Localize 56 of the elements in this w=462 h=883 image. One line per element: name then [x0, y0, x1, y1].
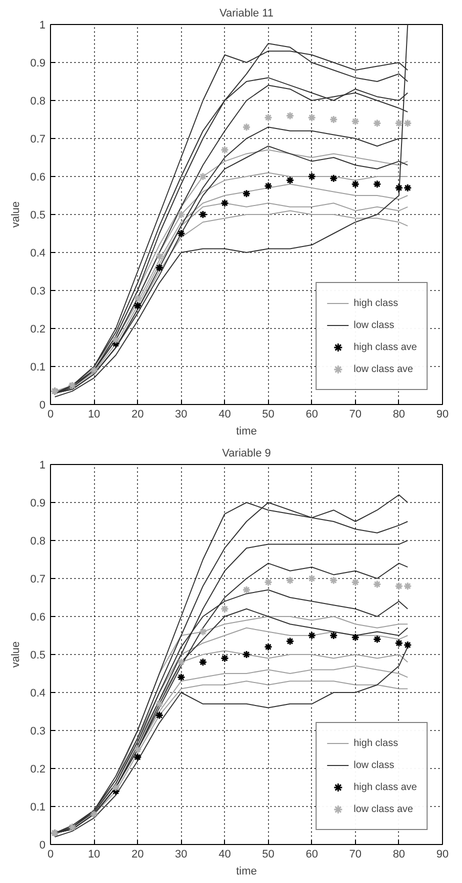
- y-tick-label: 1: [39, 460, 46, 472]
- legend-label: low class ave: [354, 804, 414, 814]
- y-tick-label: 0.6: [30, 172, 46, 184]
- x-tick-label: 90: [436, 408, 449, 420]
- x-tick-label: 30: [175, 848, 188, 860]
- legend-label: high class: [354, 738, 398, 748]
- x-tick-label: 70: [349, 408, 362, 420]
- y-tick-label: 0.3: [30, 286, 46, 298]
- y-tick-label: 0.7: [30, 574, 46, 586]
- chart-title: Variable 11: [219, 8, 274, 20]
- x-tick-label: 60: [306, 408, 318, 420]
- x-tick-label: 40: [218, 408, 231, 420]
- y-tick-label: 0: [39, 400, 46, 412]
- y-tick-label: 0.1: [30, 362, 46, 374]
- x-tick-label: 0: [47, 848, 54, 860]
- y-tick-label: 0.4: [30, 248, 46, 260]
- x-axis-title: time: [236, 426, 257, 438]
- x-tick-label: 10: [88, 848, 100, 860]
- legend-label: high class ave: [354, 342, 417, 352]
- y-tick-label: 0.1: [30, 802, 46, 814]
- y-tick-label: 0.2: [30, 324, 46, 336]
- y-tick-label: 0.5: [30, 650, 46, 662]
- legend-label: high class: [354, 298, 398, 308]
- y-tick-label: 0.9: [30, 498, 46, 510]
- y-tick-label: 0.2: [30, 764, 46, 776]
- x-tick-label: 80: [392, 408, 406, 420]
- x-tick-label: 90: [436, 848, 449, 860]
- y-axis-title: value: [10, 641, 22, 668]
- y-axis-title: value: [10, 201, 22, 228]
- x-tick-label: 70: [349, 848, 362, 860]
- x-tick-label: 20: [131, 408, 144, 420]
- legend-label: low class: [354, 320, 394, 330]
- x-tick-label: 50: [262, 408, 274, 420]
- x-axis-title: time: [236, 866, 257, 878]
- y-tick-label: 0.8: [30, 96, 46, 108]
- y-tick-label: 1: [39, 20, 46, 32]
- y-tick-label: 0.6: [30, 612, 46, 624]
- x-tick-label: 50: [262, 848, 274, 860]
- y-tick-label: 0.3: [30, 726, 46, 738]
- x-tick-label: 60: [306, 848, 318, 860]
- x-tick-label: 20: [131, 848, 144, 860]
- y-tick-label: 0.7: [30, 134, 46, 146]
- x-tick-label: 0: [47, 408, 54, 420]
- x-tick-label: 40: [218, 848, 231, 860]
- x-tick-label: 30: [175, 408, 188, 420]
- y-tick-label: 0.8: [30, 536, 46, 548]
- y-tick-label: 0.5: [30, 210, 46, 222]
- chart-title: Variable 9: [222, 448, 271, 460]
- x-tick-label: 80: [392, 848, 406, 860]
- x-tick-label: 10: [88, 408, 100, 420]
- legend-label: high class ave: [354, 782, 417, 792]
- y-tick-label: 0.4: [30, 688, 46, 700]
- legend-label: low class ave: [354, 364, 414, 374]
- y-tick-label: 0: [39, 840, 46, 852]
- legend-label: low class: [354, 760, 394, 770]
- y-tick-label: 0.9: [30, 58, 46, 70]
